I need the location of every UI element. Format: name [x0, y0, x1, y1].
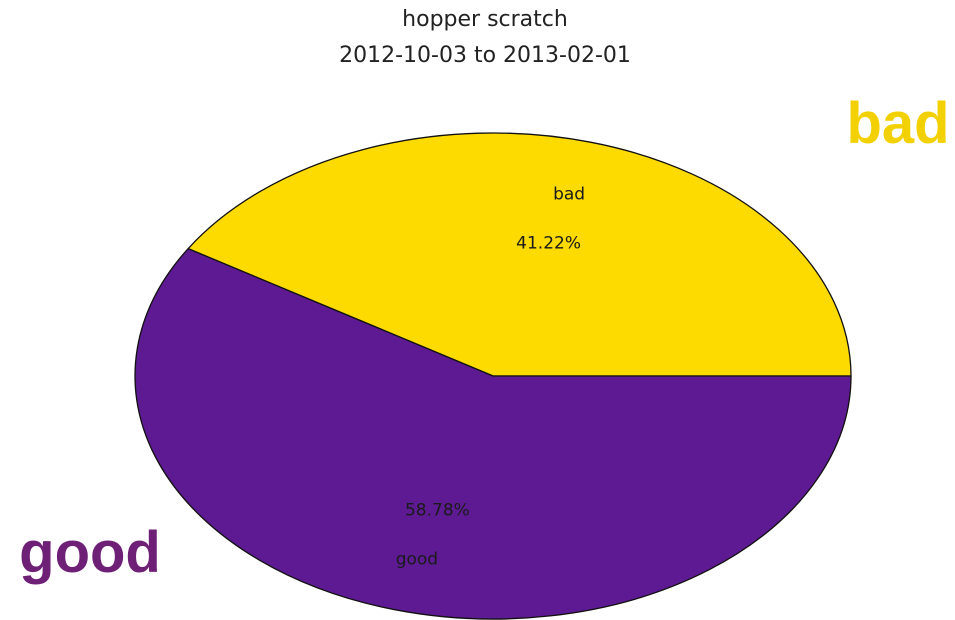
- chart-title: hopper scratch: [402, 7, 568, 32]
- pie-slices: [134, 132, 852, 620]
- pie-slice-good: [134, 247, 852, 620]
- callout-bad: bad: [846, 91, 949, 156]
- chart-subtitle: 2012-10-03 to 2013-02-01: [339, 43, 631, 68]
- callout-good: good: [19, 520, 161, 585]
- pie-slice-bad: [187, 132, 852, 377]
- slice-label-bad: bad: [553, 185, 585, 205]
- slice-pct-bad: 41.22%: [516, 234, 581, 254]
- slice-pct-good: 58.78%: [405, 500, 470, 520]
- slice-labels: bad 41.22% good 58.78%: [396, 185, 585, 570]
- slice-label-good: good: [396, 549, 438, 569]
